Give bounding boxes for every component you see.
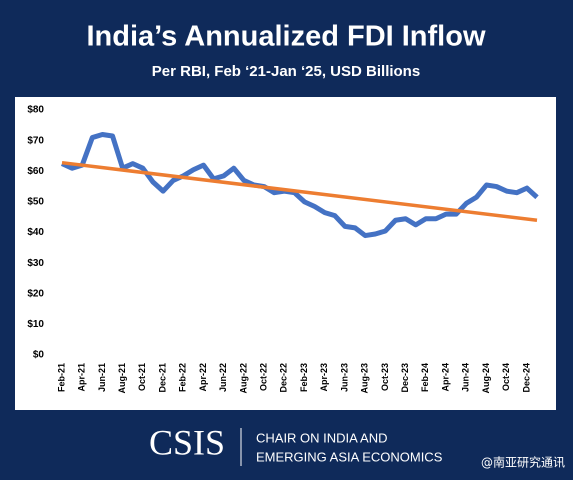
y-tick-label: $60	[27, 166, 44, 177]
trend-line	[61, 160, 538, 222]
x-tick-label: Jun-23	[339, 363, 349, 392]
y-tick-label: $80	[27, 105, 44, 116]
footer-line: CHAIR ON INDIA AND	[256, 430, 387, 445]
y-tick-label: $20	[27, 288, 44, 299]
x-tick-label: Apr-24	[440, 363, 450, 392]
x-tick-label: Oct-23	[380, 363, 390, 391]
y-tick-label: $50	[27, 197, 44, 208]
x-tick-label: Apr-23	[319, 363, 329, 392]
y-tick-label: $70	[27, 135, 44, 146]
x-tick-label: Dec-22	[279, 363, 289, 393]
x-tick-label: Dec-21	[157, 363, 167, 393]
x-tick-label: Oct-21	[137, 363, 147, 391]
y-tick-label: $10	[27, 319, 44, 330]
chart-subtitle: Per RBI, Feb ‘21-Jan ‘25, USD Billions	[152, 63, 420, 80]
x-tick-label: Jun-24	[461, 363, 471, 392]
x-tick-label: Aug-23	[360, 363, 370, 394]
x-tick-label: Apr-21	[77, 363, 87, 392]
x-tick-label: Apr-22	[198, 363, 208, 392]
x-tick-label: Feb-21	[56, 363, 66, 392]
x-tick-label: Jun-21	[97, 363, 107, 392]
x-tick-label: Aug-24	[481, 363, 491, 394]
x-tick-label: Feb-24	[420, 363, 430, 392]
plot-panel	[15, 97, 556, 410]
watermark: @南亚研究通讯	[481, 455, 565, 470]
x-tick-label: Aug-21	[117, 363, 127, 394]
x-tick-label: Aug-22	[238, 363, 248, 394]
y-tick-label: $40	[27, 227, 44, 238]
x-tick-label: Feb-22	[178, 363, 188, 392]
logo: CSIS	[149, 422, 225, 462]
footer-line: EMERGING ASIA ECONOMICS	[256, 449, 443, 464]
x-tick-label: Oct-22	[259, 363, 269, 391]
x-tick-label: Feb-23	[299, 363, 309, 392]
x-tick-label: Dec-24	[521, 363, 531, 393]
y-tick-label: $30	[27, 258, 44, 269]
x-tick-label: Dec-23	[400, 363, 410, 393]
chart-title: India’s Annualized FDI Inflow	[86, 21, 485, 53]
y-tick-label: $0	[33, 350, 45, 361]
x-tick-label: Jun-22	[218, 363, 228, 392]
x-tick-label: Oct-24	[501, 363, 511, 391]
